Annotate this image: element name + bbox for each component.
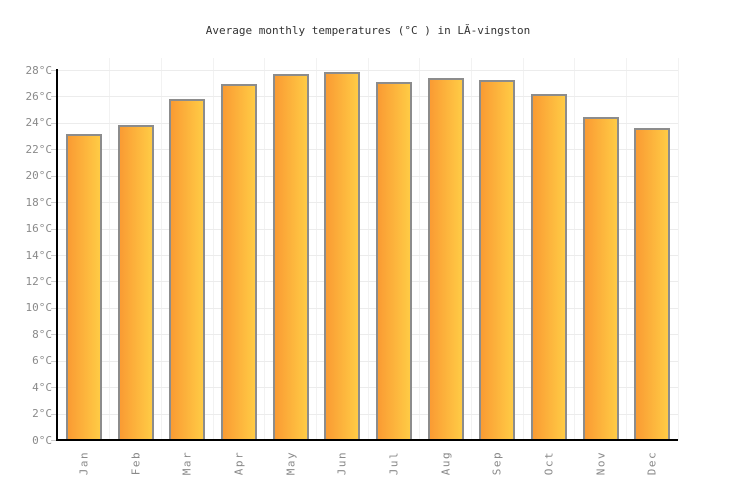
vertical-gridline	[109, 58, 111, 440]
vertical-gridline	[264, 58, 266, 440]
x-axis-label: Jul	[387, 450, 401, 476]
x-axis-label: Nov	[594, 450, 607, 476]
horizontal-gridline	[58, 413, 678, 415]
y-axis-label: 28°C	[25, 63, 53, 77]
y-axis-tick	[51, 440, 56, 441]
vertical-gridline	[522, 58, 524, 440]
x-axis-line	[56, 439, 678, 441]
y-axis-label: 26°C	[25, 89, 53, 103]
y-axis-tick	[51, 334, 56, 336]
vertical-gridline	[419, 58, 421, 440]
y-axis-label: 6°C	[32, 354, 52, 368]
vertical-gridline	[315, 58, 317, 440]
horizontal-gridline	[58, 175, 678, 177]
horizontal-gridline	[58, 307, 678, 309]
horizontal-gridline	[58, 70, 678, 71]
vertical-gridline	[367, 58, 369, 440]
y-axis-tick	[51, 96, 56, 98]
bar-jun	[324, 71, 361, 440]
y-axis-label: 20°C	[25, 169, 53, 183]
y-axis-tick	[51, 360, 56, 362]
y-axis-tick	[51, 122, 56, 124]
y-axis-line	[56, 69, 58, 441]
y-axis-label: 16°C	[25, 222, 53, 236]
x-axis-label: Jan	[77, 450, 91, 476]
x-axis-label: Apr	[232, 450, 246, 476]
y-axis-label: 10°C	[25, 301, 53, 315]
plot-area	[58, 58, 679, 440]
y-axis-label: 0°C	[32, 433, 52, 447]
bar-sep	[479, 79, 516, 440]
horizontal-gridline	[58, 387, 678, 389]
x-axis-label: May	[284, 450, 297, 476]
y-axis-tick	[51, 413, 56, 415]
y-axis-tick	[51, 70, 56, 71]
bar-nov	[582, 116, 619, 440]
horizontal-gridline	[58, 255, 678, 256]
vertical-gridline	[574, 58, 576, 440]
horizontal-gridline	[58, 360, 678, 362]
x-axis-label: Sep	[490, 450, 504, 476]
x-axis-label: Feb	[129, 450, 142, 476]
y-axis-label: 22°C	[25, 142, 53, 156]
y-axis-tick	[51, 228, 56, 230]
x-axis-label: Aug	[439, 450, 452, 476]
horizontal-gridline	[58, 281, 678, 283]
y-axis-tick	[51, 175, 56, 177]
y-axis-tick	[51, 149, 56, 151]
x-axis-label: Dec	[645, 450, 659, 476]
horizontal-gridline	[58, 149, 678, 151]
vertical-gridline	[212, 58, 214, 440]
bar-feb	[117, 124, 154, 440]
bar-jan	[65, 133, 102, 440]
y-axis-tick	[51, 307, 56, 309]
y-axis-tick	[51, 281, 56, 283]
vertical-gridline	[625, 58, 627, 440]
y-axis-tick	[51, 387, 56, 389]
y-axis-tick	[51, 202, 56, 204]
horizontal-gridline	[58, 96, 678, 98]
x-axis-label: Jun	[335, 450, 349, 476]
horizontal-gridline	[58, 228, 678, 230]
y-axis-label: 18°C	[25, 195, 53, 209]
bar-apr	[220, 83, 257, 440]
bar-may	[272, 74, 309, 440]
y-axis-tick	[51, 255, 56, 256]
vertical-gridline	[470, 58, 472, 440]
x-axis-label: Oct	[542, 450, 556, 476]
horizontal-gridline	[58, 202, 678, 204]
y-axis-label: 2°C	[32, 407, 52, 421]
bar-jul	[375, 82, 412, 440]
bar-mar	[169, 99, 206, 440]
vertical-gridline	[160, 58, 162, 440]
chart-title: Average monthly temperatures (°C ) in LĂ…	[205, 24, 531, 37]
bar-aug	[427, 78, 464, 440]
bar-dec	[634, 128, 671, 440]
bar-oct	[530, 94, 567, 440]
y-axis-label: 8°C	[32, 327, 52, 341]
vertical-gridline	[677, 58, 679, 440]
horizontal-gridline	[58, 122, 678, 124]
y-axis-label: 12°C	[25, 274, 53, 288]
y-axis-label: 24°C	[25, 116, 53, 130]
horizontal-gridline	[58, 334, 678, 336]
y-axis-label: 4°C	[32, 380, 52, 394]
x-axis-label: Mar	[180, 450, 194, 476]
y-axis-label: 14°C	[25, 248, 53, 262]
